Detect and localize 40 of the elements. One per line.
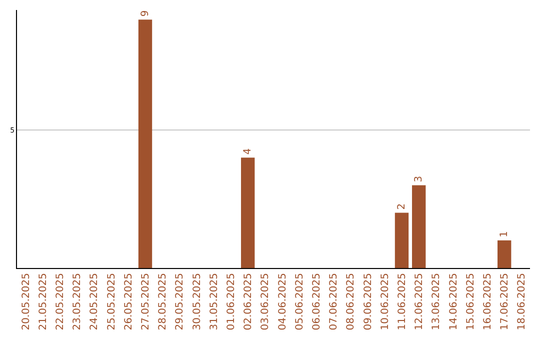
x-tick-label: 02.06.2025 — [243, 273, 254, 330]
x-tick-label: 14.06.2025 — [448, 273, 460, 330]
x-tick-label: 08.06.2025 — [346, 273, 357, 330]
bar — [394, 212, 409, 268]
x-tick-label: 01.06.2025 — [226, 273, 237, 330]
x-tick-label: 21.05.2025 — [38, 273, 49, 330]
x-tick-label: 31.05.2025 — [208, 273, 220, 330]
x-tick-label: 15.06.2025 — [465, 273, 476, 330]
x-tick-label: 09.06.2025 — [362, 273, 374, 330]
data-label: 4 — [242, 148, 254, 155]
x-tick-label: 24.05.2025 — [89, 273, 100, 330]
x-tick-label: 04.06.2025 — [277, 273, 288, 330]
bar — [138, 20, 152, 268]
x-tick-label: 18.06.2025 — [516, 273, 528, 330]
x-tick-label: 13.06.2025 — [431, 273, 442, 330]
bar — [412, 185, 426, 268]
x-tick-label: 29.05.2025 — [174, 273, 186, 330]
x-tick-label: 23.05.2025 — [72, 273, 84, 330]
x-tick-label: 11.06.2025 — [397, 273, 408, 330]
x-tick-label: 26.05.2025 — [123, 273, 134, 330]
bar — [241, 158, 255, 268]
x-tick-label: 20.05.2025 — [20, 273, 32, 330]
x-tick-label: 28.05.2025 — [158, 273, 169, 330]
data-label: 9 — [140, 10, 151, 17]
x-tick-label: 05.06.2025 — [294, 273, 306, 330]
x-tick-label: 27.05.2025 — [140, 273, 152, 330]
x-tick-label: 12.06.2025 — [414, 273, 426, 330]
x-tick-label: 16.06.2025 — [482, 273, 494, 330]
x-tick-label: 10.06.2025 — [380, 273, 391, 330]
data-label: 1 — [498, 231, 510, 238]
x-tick-label: 30.05.2025 — [192, 273, 203, 330]
x-tick-label: 25.05.2025 — [106, 273, 118, 330]
data-label: 3 — [413, 176, 424, 182]
x-tick-label: 22.05.2025 — [55, 273, 66, 330]
x-tick-label: 06.06.2025 — [312, 273, 322, 330]
x-tick-label: 07.06.2025 — [328, 273, 340, 330]
data-label: 2 — [396, 203, 408, 210]
x-tick-label: 03.06.2025 — [260, 273, 272, 330]
bar — [498, 240, 512, 268]
x-tick-label: 17.06.2025 — [500, 273, 511, 330]
